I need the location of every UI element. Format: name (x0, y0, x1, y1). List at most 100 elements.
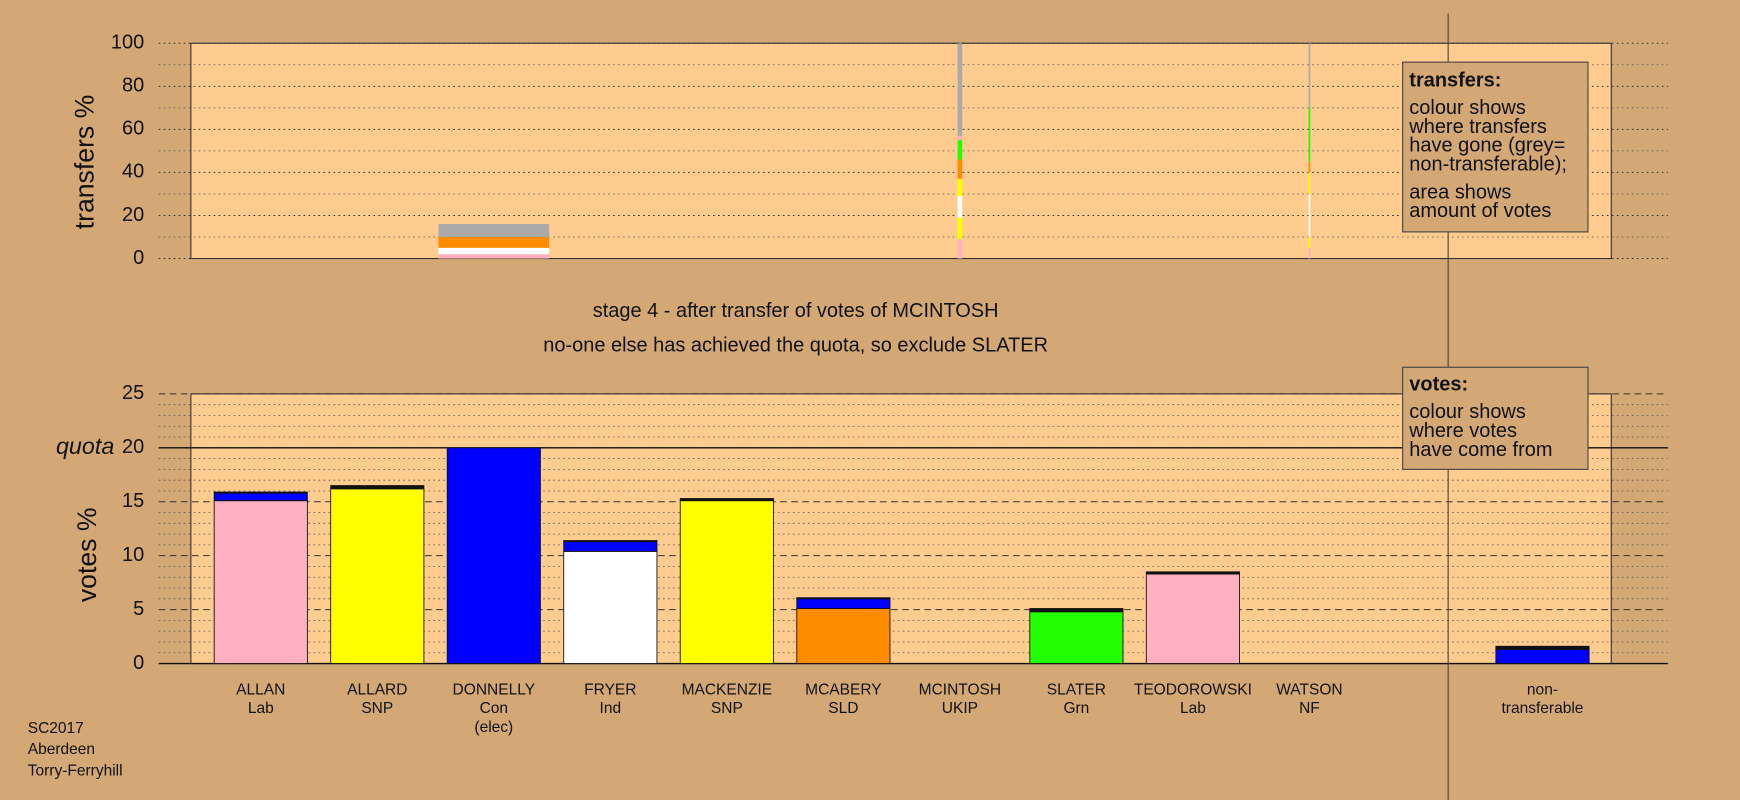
bar-segment (213, 500, 308, 664)
legend-text: have gone (grey= (1409, 135, 1565, 157)
legend-text: colour shows (1409, 401, 1526, 423)
bar-segment (1029, 611, 1124, 664)
bar-segment (1308, 237, 1311, 248)
y-axis-label: transfers % (70, 95, 100, 230)
x-tick-label: SNP (711, 700, 743, 717)
x-tick-label: SNP (361, 700, 393, 717)
x-tick-label: MACKENZIE (682, 681, 773, 698)
y-axis-label: votes % (72, 507, 102, 602)
x-tick-label: Con (480, 700, 508, 717)
x-tick-label: MCABERY (805, 681, 882, 698)
bar-segment (1029, 608, 1124, 613)
x-tick-label: SLATER (1047, 681, 1106, 698)
x-tick-label: FRYER (584, 681, 636, 698)
bar-segment (1495, 649, 1590, 664)
footer-line: Torry-Ferryhill (28, 762, 123, 779)
bar-segment (957, 239, 963, 259)
marks: 0 20 40 60 80 100 0 5 10 15 20 25 quota ALLAN Lab ALLAR… (56, 32, 1668, 736)
y-tick-label: 20 (122, 204, 144, 226)
bar-segment (446, 447, 541, 664)
x-tick-label: Grn (1063, 700, 1089, 717)
bar-segment (796, 598, 891, 609)
y-tick-label: 10 (122, 544, 144, 566)
bar-segment (563, 541, 658, 552)
bar-segment (1145, 571, 1240, 575)
legend-text: where transfers (1408, 116, 1547, 138)
x-tick-label: NF (1299, 700, 1320, 717)
legend-title: transfers: (1409, 69, 1501, 91)
x-tick-label: ALLARD (347, 681, 407, 698)
y-tick-label: 20 (122, 436, 144, 458)
x-tick-label: Lab (1180, 700, 1206, 717)
x-tick-label: transferable (1502, 700, 1584, 717)
bar-segment (213, 492, 308, 502)
x-tick-label: DONNELLY (453, 681, 536, 698)
bar-segment (1308, 161, 1311, 173)
bar-segment (957, 196, 963, 218)
x-tick-label: UKIP (942, 700, 978, 717)
chart-title: stage 4 - after transfer of votes of MCI… (593, 300, 999, 322)
bar-segment (1308, 172, 1311, 194)
chart-subtitle: no-one else has achieved the quota, so e… (543, 334, 1048, 356)
bar-segment (957, 217, 963, 240)
legend-text: colour shows (1409, 97, 1526, 119)
y-tick-label: 25 (122, 382, 144, 404)
bar-segment (1308, 193, 1311, 238)
bar-segment (1145, 573, 1240, 664)
quota-label: quota (56, 433, 114, 459)
bar-segment (330, 488, 425, 664)
y-tick-label: 80 (122, 75, 144, 97)
top-plot-area (190, 42, 1612, 260)
bar-segment (438, 224, 550, 238)
bar-segment (957, 43, 963, 136)
footer-line: SC2017 (28, 720, 84, 737)
x-tick-label: (elec) (474, 719, 513, 736)
bar-segment (438, 237, 550, 248)
legend-text: non-transferable); (1409, 154, 1567, 176)
x-tick-label: ALLAN (236, 681, 285, 698)
footer-line: Aberdeen (28, 741, 95, 758)
y-tick-label: 5 (133, 598, 144, 620)
y-tick-label: 100 (111, 32, 144, 54)
bar-segment (213, 491, 308, 494)
x-tick-label: TEODOROWSKI (1134, 681, 1252, 698)
y-tick-label: 0 (133, 652, 144, 674)
bar-segment (563, 550, 658, 664)
bar-segment (1308, 43, 1311, 108)
bar-segment (438, 247, 550, 255)
legend-box (1402, 61, 1589, 233)
bar-segment (679, 500, 774, 664)
y-tick-label: 0 (133, 247, 144, 269)
bar-segment (330, 485, 425, 490)
legend-text: amount of votes (1409, 200, 1551, 222)
bar-segment (796, 608, 891, 664)
x-tick-label: Ind (600, 700, 622, 717)
x-tick-label: non- (1527, 681, 1558, 698)
bar-segment (1308, 107, 1311, 162)
bar-segment (957, 135, 963, 141)
legend-text: area shows (1409, 181, 1511, 203)
bar-segment (679, 498, 774, 502)
bar-segment (1308, 247, 1311, 259)
bar-segment (796, 597, 891, 600)
legend-text: have come from (1409, 439, 1552, 461)
bottom-plot-area (190, 393, 1612, 665)
bar-segment (957, 178, 963, 197)
y-tick-label: 15 (122, 490, 144, 512)
x-tick-label: Lab (248, 700, 274, 717)
y-tick-label: 60 (122, 118, 144, 140)
bar-segment (563, 540, 658, 543)
bar-segment (1495, 645, 1590, 650)
x-tick-label: SLD (828, 700, 858, 717)
x-tick-label: MCINTOSH (919, 681, 1001, 698)
y-tick-label: 40 (122, 161, 144, 183)
x-tick-label: WATSON (1276, 681, 1342, 698)
bar-segment (438, 254, 550, 259)
legend-box (1402, 366, 1589, 470)
legend-text: where votes (1408, 420, 1517, 442)
bar-segment (957, 140, 963, 160)
legend-title: votes: (1409, 373, 1468, 395)
bar-segment (957, 159, 963, 179)
